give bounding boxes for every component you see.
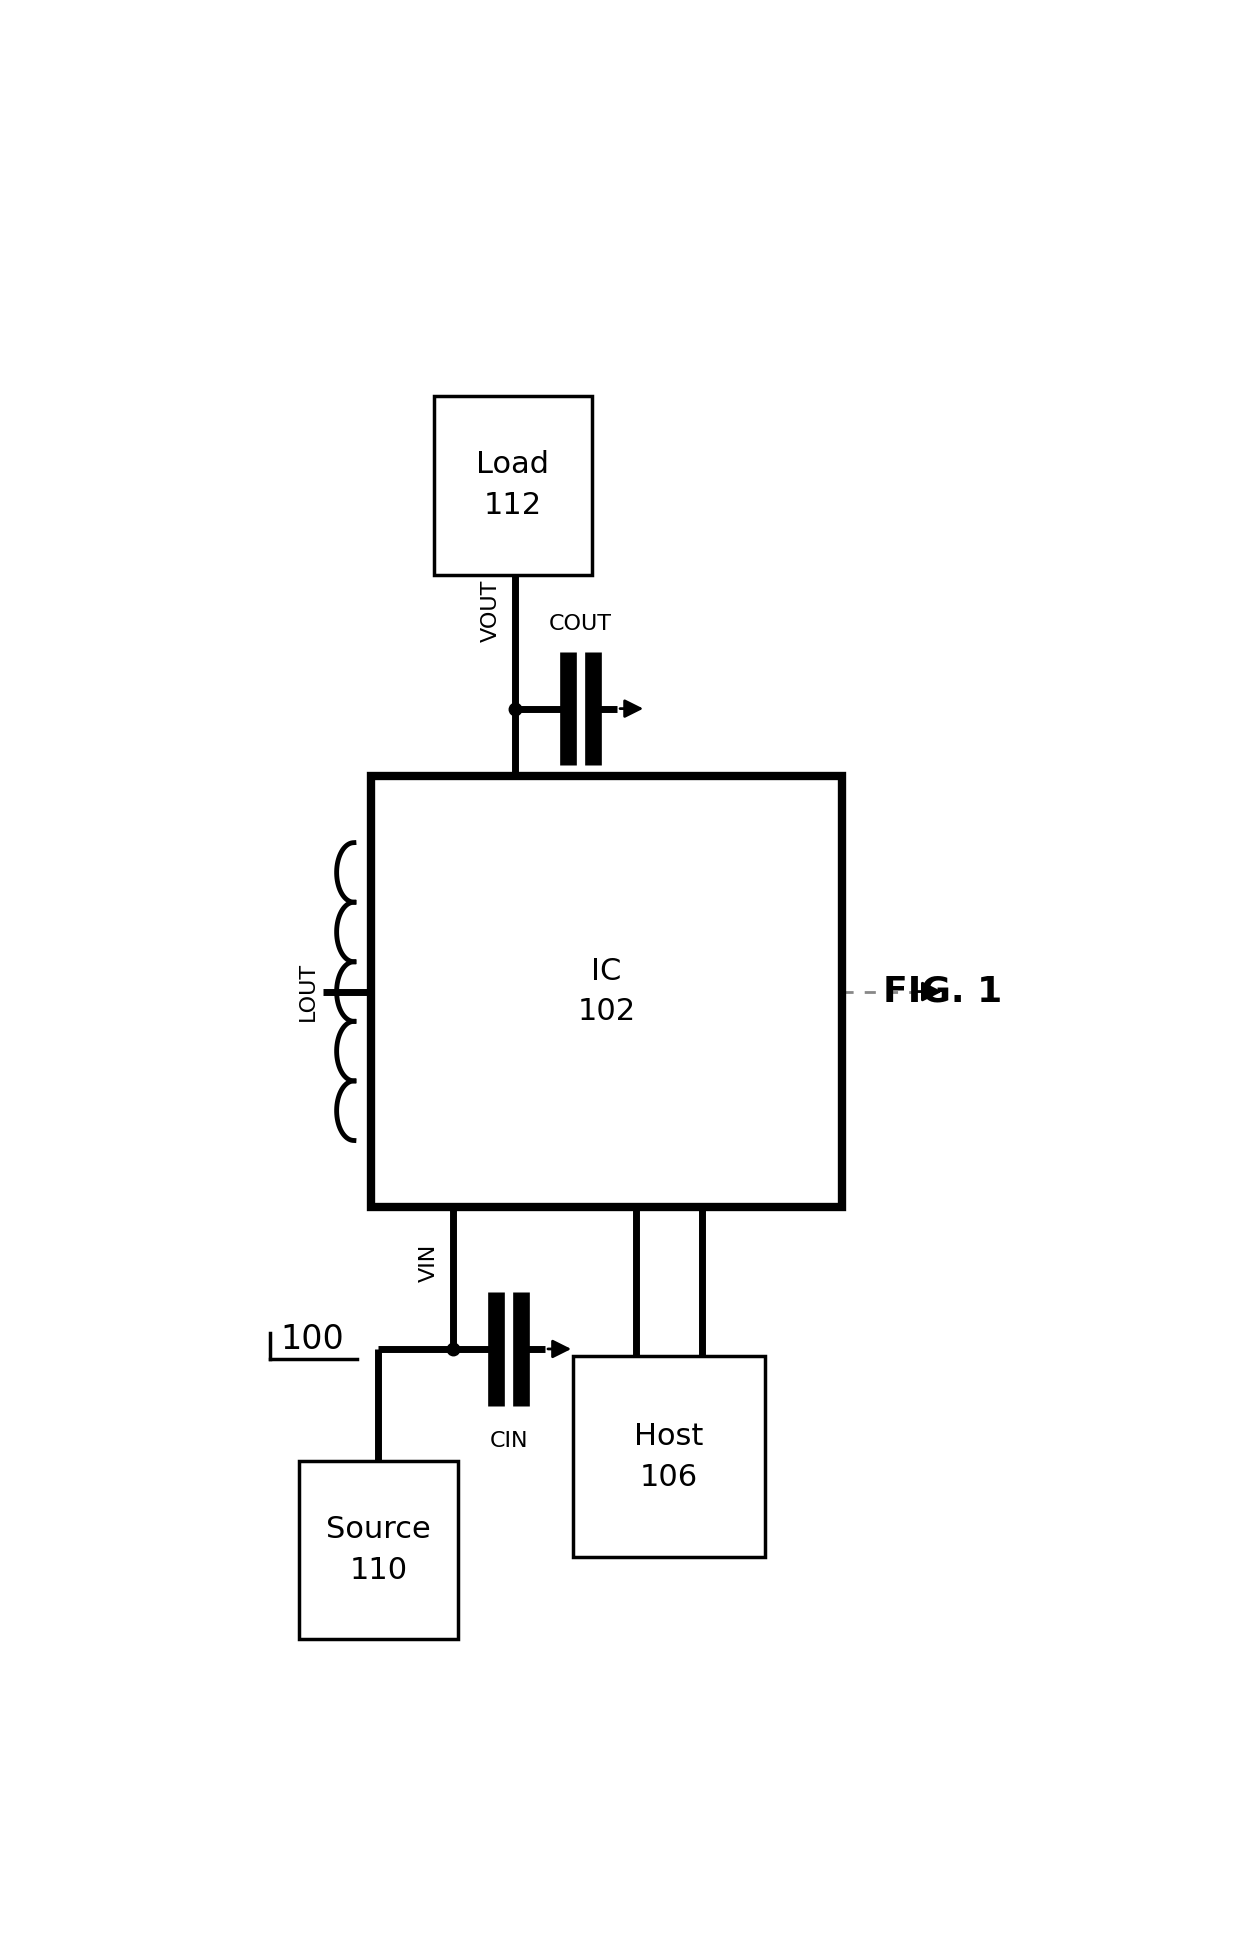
Text: VOUT: VOUT: [481, 578, 501, 642]
Bar: [371, 776, 842, 1207]
Text: Source
110: Source 110: [326, 1514, 430, 1584]
Text: COUT: COUT: [549, 615, 613, 634]
Text: Host
106: Host 106: [635, 1421, 704, 1491]
Text: CIN: CIN: [490, 1431, 528, 1450]
Text: IC
102: IC 102: [578, 957, 636, 1027]
Bar: [299, 1460, 458, 1640]
Text: FIG. 1: FIG. 1: [883, 975, 1003, 1008]
Bar: [573, 1356, 765, 1557]
Text: Load
112: Load 112: [476, 451, 549, 520]
Bar: [434, 396, 593, 574]
Text: VIN: VIN: [418, 1244, 439, 1282]
Text: LOUT: LOUT: [298, 961, 317, 1021]
Text: 100: 100: [280, 1323, 343, 1356]
